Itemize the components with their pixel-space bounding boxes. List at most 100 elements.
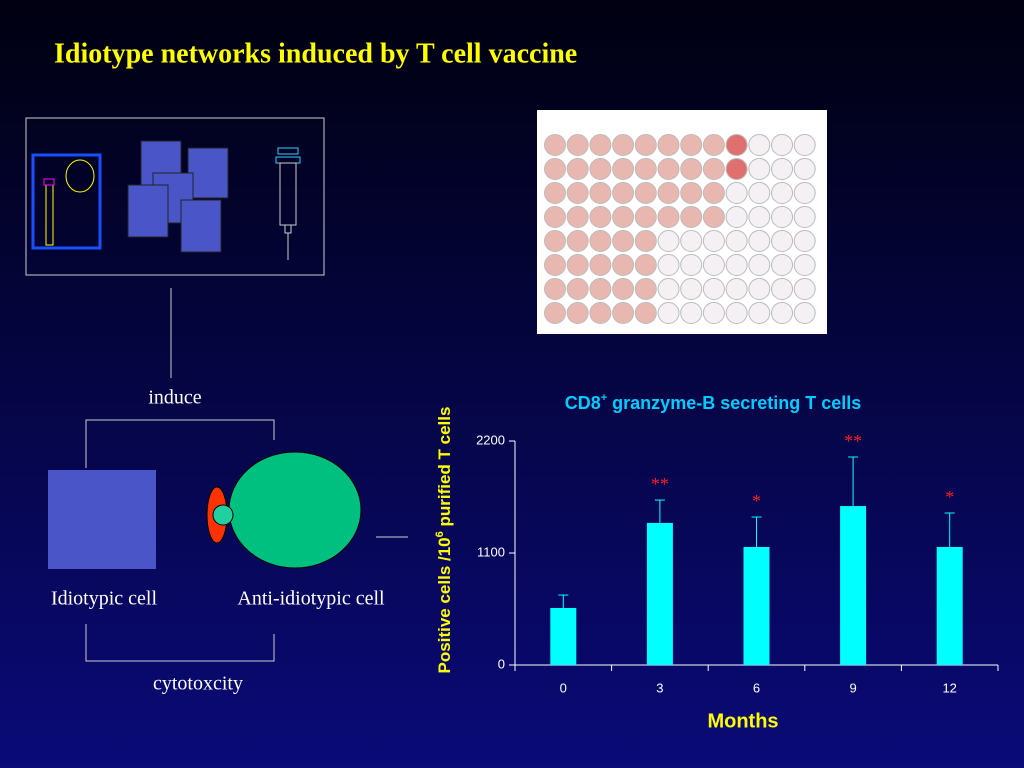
- well: [657, 158, 680, 180]
- well: [589, 302, 612, 324]
- well: [657, 230, 680, 252]
- well: [634, 278, 657, 300]
- well: [793, 134, 816, 156]
- ylabel-sup: 6: [434, 531, 446, 537]
- well: [771, 230, 793, 252]
- well: [771, 206, 793, 228]
- well: [771, 302, 793, 324]
- well: [725, 134, 748, 156]
- title-sup: +: [601, 392, 607, 404]
- well: [566, 206, 589, 228]
- well: [771, 182, 793, 204]
- well: [589, 158, 612, 180]
- cell-outline: [65, 159, 95, 193]
- y-tick-label: 2200: [476, 432, 505, 447]
- well: [566, 182, 589, 204]
- well: [748, 254, 771, 276]
- title-part: granzyme-B secreting T cells: [607, 393, 861, 413]
- well: [793, 302, 816, 324]
- well: [566, 302, 589, 324]
- x-axis-label: Months: [707, 710, 778, 732]
- receptor-core: [212, 504, 234, 526]
- well: [680, 278, 703, 300]
- well: [634, 134, 657, 156]
- well: [612, 206, 635, 228]
- cytotoxicity-arrow: [85, 624, 275, 662]
- bar: [936, 546, 963, 665]
- well: [589, 278, 612, 300]
- well: [748, 134, 771, 156]
- well: [634, 158, 657, 180]
- cytotoxicity-label: cytotoxcity: [153, 673, 243, 695]
- well: [544, 182, 566, 204]
- well: [702, 206, 725, 228]
- cell-images: [127, 140, 229, 253]
- well: [702, 254, 725, 276]
- well: [566, 158, 589, 180]
- well: [702, 158, 725, 180]
- x-tick-label: 0: [560, 680, 567, 695]
- bar-chart: 0 1100 2200 0 3 ** 6 * 9 ** 12 *: [476, 431, 999, 695]
- well: [634, 254, 657, 276]
- well: [748, 230, 771, 252]
- vaccine-box: [25, 117, 325, 276]
- ylabel-part: purified T cells: [435, 407, 454, 532]
- x-tick-label: 3: [656, 680, 663, 695]
- well: [793, 182, 816, 204]
- well: [612, 254, 635, 276]
- well: [612, 134, 635, 156]
- well: [725, 254, 748, 276]
- x-tick-label: 9: [849, 680, 856, 695]
- well: [612, 182, 635, 204]
- well: [680, 158, 703, 180]
- well: [771, 158, 793, 180]
- well: [544, 278, 566, 300]
- well: [793, 254, 816, 276]
- well: [589, 230, 612, 252]
- ylabel-part: Positive cells /10: [435, 537, 454, 673]
- well: [702, 134, 725, 156]
- well: [589, 206, 612, 228]
- well: [725, 230, 748, 252]
- well: [589, 254, 612, 276]
- well: [748, 182, 771, 204]
- well: [793, 206, 816, 228]
- well: [657, 206, 680, 228]
- chart-title: CD8+ granzyme-B secreting T cells: [565, 392, 862, 413]
- well: [612, 230, 635, 252]
- well: [793, 158, 816, 180]
- well: [634, 206, 657, 228]
- well: [771, 134, 793, 156]
- well: [634, 182, 657, 204]
- bar: [840, 506, 867, 665]
- well: [657, 134, 680, 156]
- well: [748, 158, 771, 180]
- well: [657, 254, 680, 276]
- well: [589, 182, 612, 204]
- syringe: [275, 147, 301, 260]
- significance-label: *: [945, 487, 954, 507]
- well: [544, 230, 566, 252]
- well: [702, 278, 725, 300]
- well: [566, 254, 589, 276]
- well: [725, 302, 748, 324]
- well: [793, 278, 816, 300]
- well: [566, 278, 589, 300]
- well: [544, 134, 566, 156]
- well: [680, 254, 703, 276]
- title-part: CD8: [565, 393, 601, 413]
- significance-label: *: [752, 491, 761, 511]
- well: [771, 278, 793, 300]
- anti-idiotypic-label: Anti-idiotypic cell: [237, 588, 385, 610]
- well: [748, 278, 771, 300]
- well: [680, 230, 703, 252]
- well: [680, 302, 703, 324]
- well: [702, 230, 725, 252]
- slide-title: Idiotype networks induced by T cell vacc…: [54, 38, 577, 69]
- x-tick-label: 12: [942, 680, 956, 695]
- well: [544, 254, 566, 276]
- y-axis-label: Positive cells /106 purified T cells: [434, 407, 455, 674]
- wells: [544, 134, 816, 324]
